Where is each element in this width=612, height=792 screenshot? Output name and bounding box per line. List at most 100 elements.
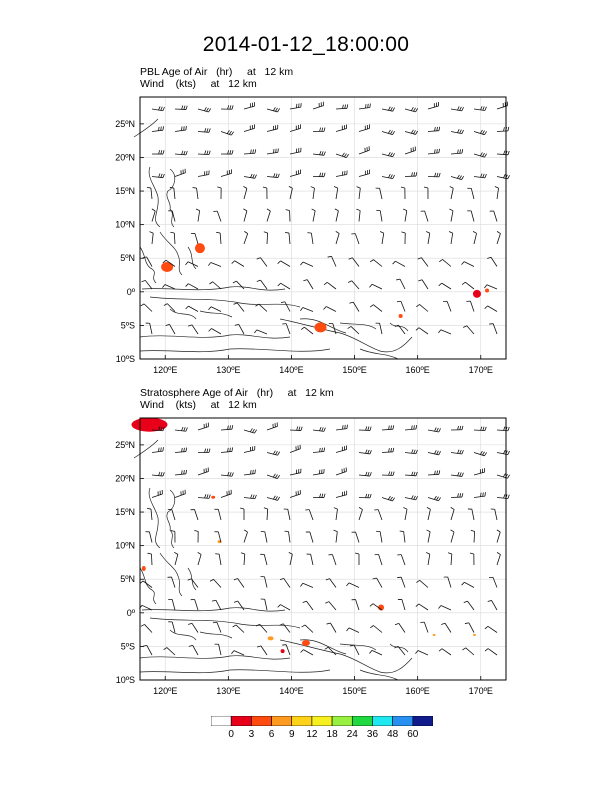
wind-barb: [426, 529, 431, 543]
wind-barb: [289, 169, 301, 177]
wind-barb: [282, 323, 291, 335]
wind-barb: [347, 326, 360, 335]
wind-barb: [441, 622, 452, 633]
wind-barb: [381, 425, 395, 431]
wind-barb: [288, 552, 293, 566]
wind-barb: [369, 283, 383, 290]
wind-barb: [496, 450, 510, 456]
wind-barb: [381, 129, 395, 136]
wind-barb: [260, 531, 268, 543]
wind-barb: [141, 279, 153, 290]
wind-barb: [168, 598, 176, 611]
wind-barb: [243, 529, 248, 543]
wind-barb: [404, 107, 418, 113]
wind-barb: [174, 426, 188, 432]
wind-barb: [427, 101, 439, 110]
wind-barb: [439, 259, 452, 267]
wind-barb: [415, 650, 429, 656]
wind-barb: [351, 233, 360, 245]
wind-barb: [418, 279, 429, 290]
wind-barb: [220, 489, 232, 498]
wind-barb: [427, 172, 441, 178]
colorbar-label: 60: [407, 729, 419, 740]
wind-barb: [381, 151, 395, 158]
wind-barb: [169, 187, 176, 200]
wind-barb: [346, 627, 360, 633]
wind-barb: [195, 208, 201, 222]
lat-tick-label: 5ºN: [120, 574, 135, 584]
wind-barb: [254, 329, 268, 335]
wind-barb: [397, 599, 406, 611]
wind-barb: [348, 257, 360, 267]
colorbar-label: 0: [228, 729, 234, 740]
wind-barb: [427, 148, 440, 155]
wind-barb: [145, 531, 153, 543]
wind-barb: [220, 471, 234, 477]
wind-barb: [399, 530, 406, 543]
wind-barb: [151, 126, 164, 132]
wind-barb: [381, 173, 395, 179]
wind-barb: [140, 303, 153, 312]
wind-barb: [381, 447, 395, 453]
wind-barb: [233, 302, 245, 312]
wind-barb: [473, 450, 487, 457]
page-title: 2014-01-12_18:00:00: [202, 33, 410, 56]
wind-barb: [213, 210, 222, 222]
wind-barb: [484, 305, 498, 312]
wind-barb: [328, 323, 337, 335]
wind-barb: [323, 306, 337, 312]
wind-barb: [188, 324, 199, 335]
wind-barb: [438, 648, 452, 656]
wind-barb: [370, 625, 383, 633]
wind-barb: [214, 531, 222, 543]
wind-barb: [484, 625, 498, 633]
wind-barb: [335, 170, 348, 177]
wind-barb: [376, 209, 383, 222]
wind-barb: [450, 507, 455, 521]
wind-barb: [374, 554, 383, 566]
wind-barb: [214, 508, 222, 521]
wind-barb: [194, 530, 199, 543]
wind-barb: [283, 508, 291, 521]
stratosphere-age-patches: [131, 417, 476, 654]
wind-barb: [185, 283, 199, 290]
wind-barb: [243, 428, 257, 434]
wind-barb: [461, 281, 475, 290]
lat-tick-label: 5ºS: [121, 320, 135, 330]
wind-barb: [403, 208, 408, 222]
wind-barb: [488, 576, 498, 588]
lat-tick-label: 10ºN: [115, 220, 135, 230]
lon-tick-label: 160ºE: [405, 686, 429, 696]
colorbar-box: [251, 716, 272, 726]
wind-barb: [174, 125, 187, 132]
wind-barb: [358, 124, 370, 132]
wind-barb: [394, 646, 406, 656]
wind-barb: [358, 146, 370, 155]
wind-barb: [334, 208, 339, 222]
wind-barb: [151, 208, 156, 222]
wind-barb: [243, 469, 256, 476]
wind-barb: [350, 644, 360, 656]
wind-barb: [461, 581, 475, 588]
colorbar-box: [311, 716, 333, 726]
colorbar-label: 36: [366, 729, 379, 740]
wind-barb: [289, 124, 301, 132]
wind-barb: [396, 300, 406, 312]
wind-barb: [305, 509, 314, 521]
wind-barb: [277, 260, 291, 267]
wind-barb: [427, 495, 441, 502]
wind-barb: [282, 644, 291, 656]
wind-barb: [404, 449, 418, 455]
wind-barb: [415, 603, 429, 611]
wind-barb: [401, 231, 406, 245]
wind-barb: [209, 281, 222, 290]
lon-tick-label: 150ºE: [342, 365, 366, 375]
wind-barbs: [140, 101, 510, 335]
wind-barb: [266, 473, 280, 479]
wind-barb: [450, 149, 464, 155]
coastlines: [133, 118, 413, 360]
wind-barb: [302, 600, 314, 611]
wind-barb: [260, 598, 268, 611]
wind-barb: [450, 493, 464, 498]
colorbar-label: 18: [326, 729, 338, 740]
